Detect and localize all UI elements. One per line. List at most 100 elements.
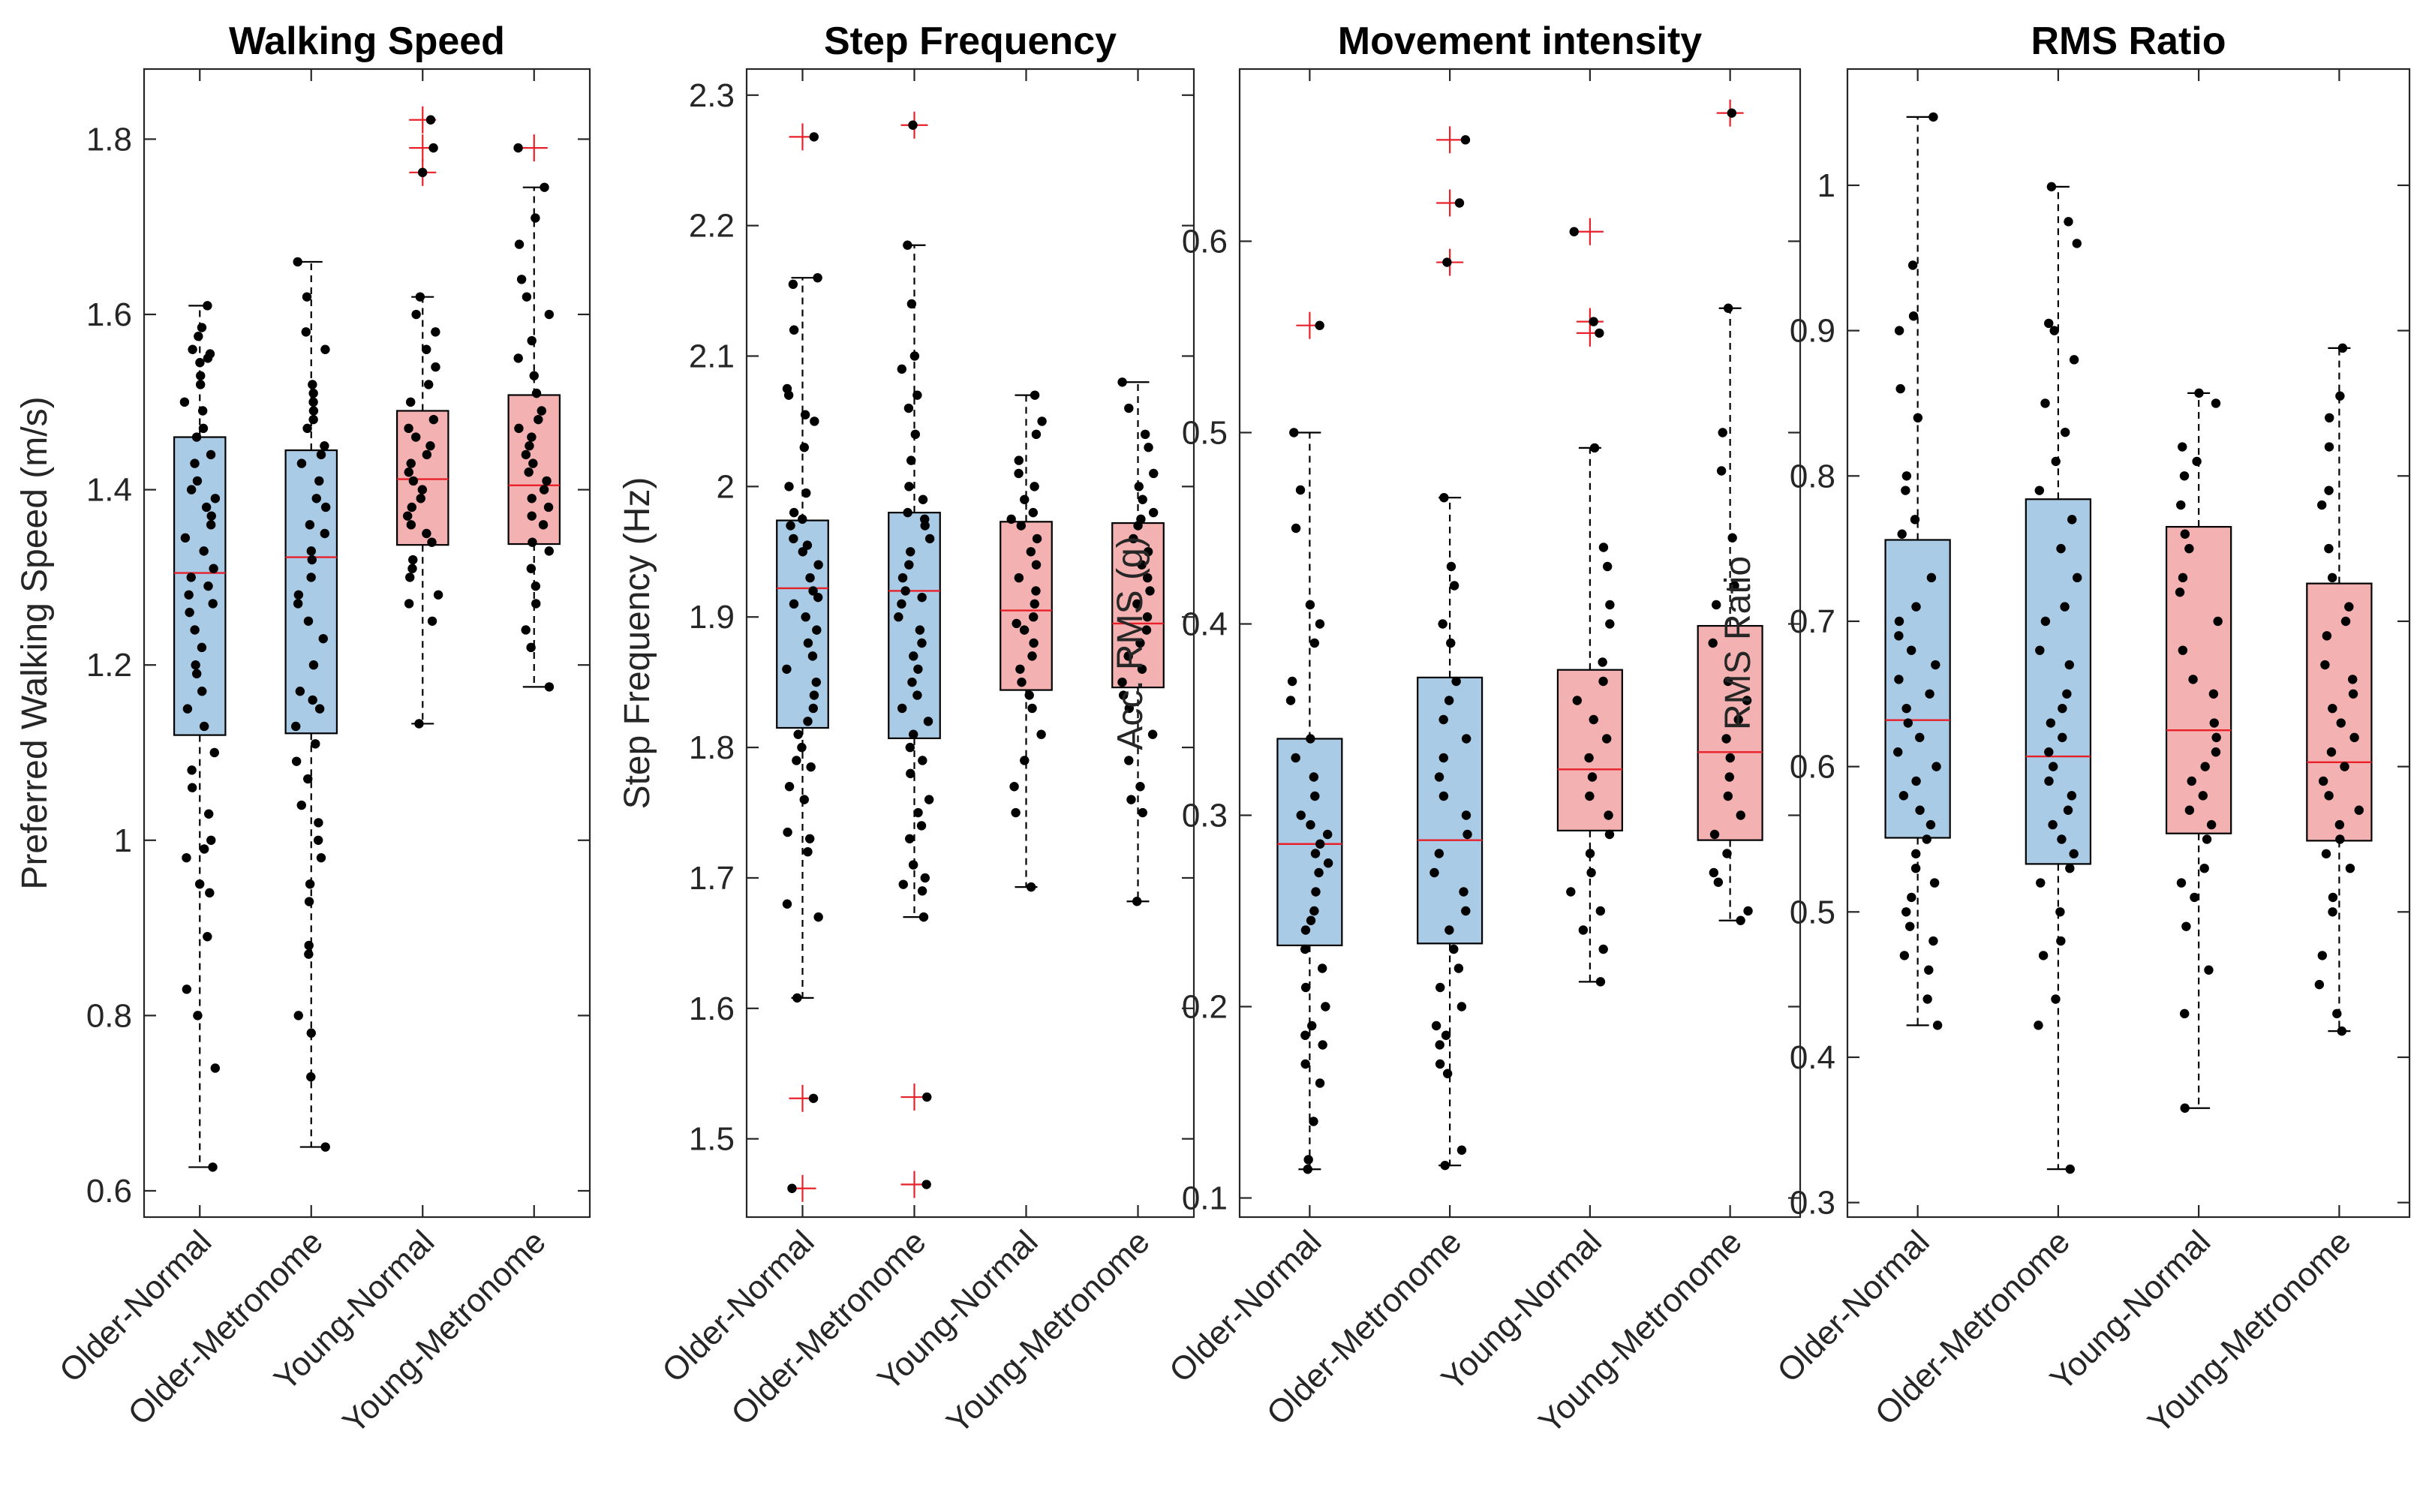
data-point <box>1725 753 1735 763</box>
data-point <box>2181 921 2191 931</box>
data-point <box>2060 602 2070 612</box>
data-point <box>1440 1160 1450 1171</box>
data-point <box>2056 543 2066 554</box>
data-point <box>1037 416 1047 426</box>
data-point <box>917 592 927 603</box>
data-point <box>1322 829 1333 840</box>
data-point <box>1318 1040 1327 1050</box>
iqr-box <box>1697 624 1763 841</box>
data-point <box>417 167 428 178</box>
data-point <box>192 476 203 486</box>
iqr-box <box>395 410 449 546</box>
plot-frame <box>143 68 591 1219</box>
data-point <box>1446 638 1456 648</box>
data-point <box>1014 455 1024 465</box>
data-point <box>194 879 205 889</box>
data-point <box>1117 677 1127 687</box>
y-tick-label: 0.5 <box>1182 415 1228 452</box>
data-point <box>514 239 525 249</box>
data-point <box>906 299 917 309</box>
data-point <box>193 1011 203 1021</box>
data-point <box>1434 849 1444 858</box>
data-point <box>2188 675 2198 684</box>
data-point <box>542 476 552 486</box>
data-point <box>1306 820 1315 830</box>
data-point <box>1438 753 1448 763</box>
data-point <box>1117 377 1127 387</box>
data-point <box>1134 482 1144 491</box>
data-point <box>1309 906 1319 916</box>
data-point <box>179 397 190 407</box>
data-point <box>1142 612 1153 622</box>
data-point <box>537 406 546 416</box>
data-point <box>1020 494 1030 504</box>
y-axis-label: Step Frequency (Hz) <box>618 477 657 810</box>
data-point <box>924 534 935 544</box>
data-point <box>1454 198 1465 208</box>
data-point <box>2038 951 2049 960</box>
iqr-box <box>2306 582 2373 842</box>
data-point <box>1434 772 1444 782</box>
y-tick-label: 0.4 <box>1182 606 1228 643</box>
data-point <box>808 586 818 596</box>
data-point <box>1459 887 1469 897</box>
data-point <box>197 406 208 416</box>
data-point <box>784 482 794 491</box>
y-axis-label: Acc. RMS (g) <box>1111 536 1150 750</box>
data-point <box>2328 907 2337 917</box>
data-point <box>2040 616 2051 627</box>
data-point <box>912 390 922 400</box>
data-point <box>1285 696 1296 705</box>
data-point <box>2345 863 2355 873</box>
y-tick-label: 1.7 <box>689 860 735 897</box>
data-point <box>802 540 813 550</box>
data-point <box>1300 1030 1310 1040</box>
data-point <box>295 687 305 696</box>
data-point <box>1306 915 1316 925</box>
data-point <box>1595 328 1604 338</box>
data-point <box>302 423 312 434</box>
iqr-box <box>1276 738 1343 946</box>
data-point <box>303 616 314 627</box>
data-point <box>2332 1009 2342 1019</box>
box-group-1: Older-Normal <box>655 69 829 1390</box>
data-point <box>2336 718 2346 728</box>
data-point <box>2316 500 2327 510</box>
data-point <box>789 599 799 609</box>
data-point <box>1587 772 1598 782</box>
data-point <box>422 528 431 539</box>
data-point <box>1439 493 1449 503</box>
data-point <box>918 912 929 922</box>
data-point <box>1894 616 1904 627</box>
data-point <box>2200 762 2210 771</box>
data-point <box>304 949 314 959</box>
data-point <box>1894 631 1904 641</box>
data-point <box>208 1162 218 1172</box>
data-point <box>909 351 920 361</box>
data-point <box>540 182 549 192</box>
data-point <box>1449 581 1460 591</box>
data-point <box>1141 625 1152 635</box>
data-point <box>1742 696 1752 705</box>
data-point <box>1727 108 1737 118</box>
data-point <box>522 292 532 302</box>
y-tick-label: 0.2 <box>1182 989 1228 1026</box>
data-point <box>808 703 818 714</box>
box-group-2: Older-Metronome <box>121 69 338 1432</box>
data-point <box>793 729 803 739</box>
y-tick-label: 1.6 <box>689 990 735 1027</box>
iqr-box <box>284 449 338 735</box>
data-point <box>1321 1002 1330 1012</box>
data-point <box>203 932 212 942</box>
data-point <box>531 213 540 223</box>
data-point <box>293 1011 303 1021</box>
data-point <box>1129 534 1138 544</box>
data-point <box>291 756 302 766</box>
data-point <box>406 520 416 530</box>
data-point <box>1926 573 1937 583</box>
y-tick-label: 1.8 <box>86 121 132 158</box>
data-point <box>527 494 537 503</box>
data-point <box>801 612 810 622</box>
data-point <box>427 616 437 627</box>
